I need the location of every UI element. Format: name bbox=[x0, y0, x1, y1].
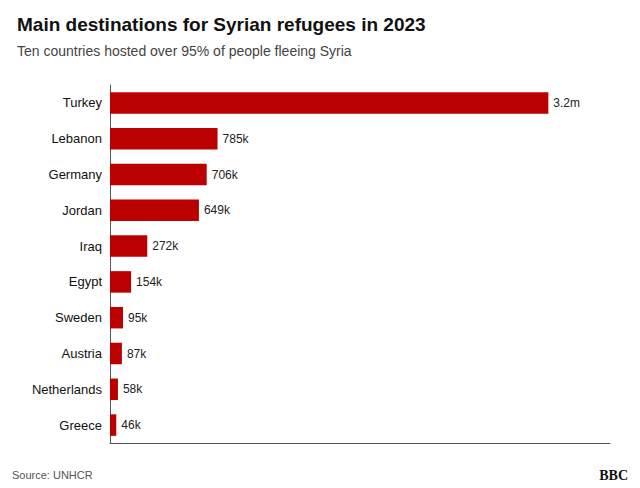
svg-text:87k: 87k bbox=[127, 347, 147, 361]
svg-text:Greece: Greece bbox=[59, 418, 102, 433]
svg-text:Main destinations for Syrian r: Main destinations for Syrian refugees in… bbox=[17, 14, 426, 35]
svg-text:Jordan: Jordan bbox=[62, 203, 102, 218]
svg-text:Lebanon: Lebanon bbox=[51, 131, 102, 146]
svg-text:Germany: Germany bbox=[49, 167, 103, 182]
svg-text:785k: 785k bbox=[223, 132, 250, 146]
svg-text:Egypt: Egypt bbox=[69, 274, 103, 289]
svg-text:BBC: BBC bbox=[599, 468, 628, 483]
svg-text:Source: UNHCR: Source: UNHCR bbox=[12, 469, 93, 481]
svg-text:3.2m: 3.2m bbox=[553, 96, 580, 110]
svg-text:95k: 95k bbox=[128, 311, 148, 325]
svg-text:Ten countries hosted over 95%: Ten countries hosted over 95% of people … bbox=[17, 43, 352, 59]
svg-text:272k: 272k bbox=[152, 239, 179, 253]
svg-text:Austria: Austria bbox=[62, 346, 103, 361]
svg-text:154k: 154k bbox=[136, 275, 163, 289]
svg-text:649k: 649k bbox=[204, 203, 231, 217]
svg-text:58k: 58k bbox=[123, 382, 143, 396]
svg-text:Iraq: Iraq bbox=[80, 239, 102, 254]
svg-text:Netherlands: Netherlands bbox=[32, 382, 103, 397]
svg-text:Sweden: Sweden bbox=[55, 310, 102, 325]
svg-text:706k: 706k bbox=[212, 168, 239, 182]
svg-text:Turkey: Turkey bbox=[63, 95, 103, 110]
svg-text:46k: 46k bbox=[121, 418, 141, 432]
